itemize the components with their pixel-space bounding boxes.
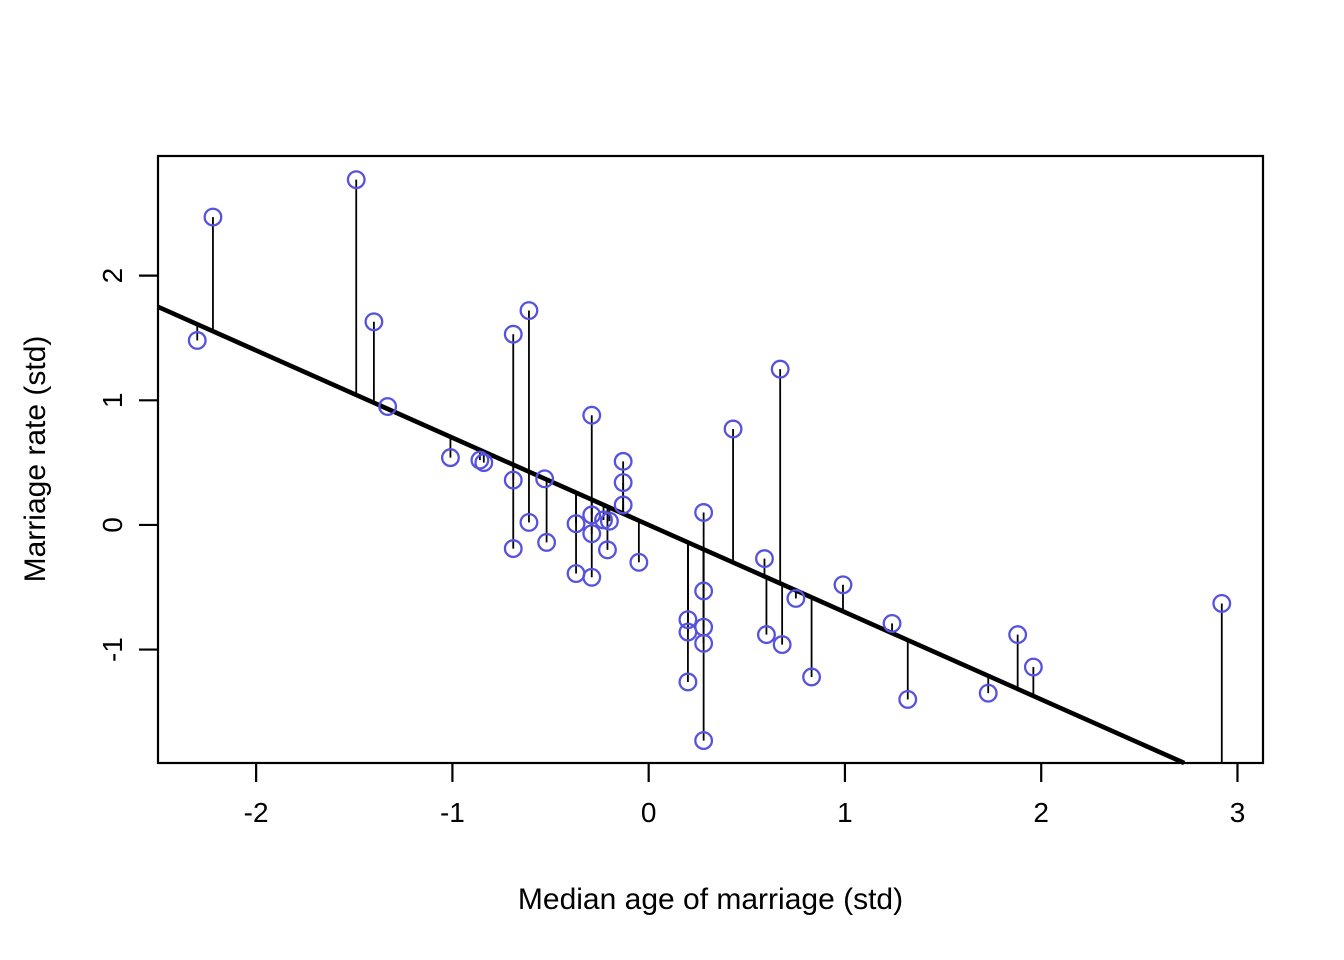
data-point [440,448,460,468]
data-point [786,589,806,608]
x-axis-title: Median age of marriage (std) [517,883,904,916]
data-point [678,610,698,630]
data-point [882,613,902,633]
data-point [474,453,494,473]
y-tick-label: 2 [97,268,128,284]
data-point [802,667,822,687]
data-point [537,532,557,552]
y-tick-label: 0 [97,517,128,533]
data-point [613,451,633,471]
data-point [694,633,714,653]
y-axis-title: Marriage rate (std) [19,335,52,583]
data-point [519,301,539,321]
data-point [629,552,649,572]
y-tick-label: -1 [97,637,128,662]
data-point [770,359,790,379]
data-point [694,731,714,751]
data-points-layer [187,170,1232,751]
data-point [203,207,223,227]
x-tick-label: 2 [1033,797,1049,828]
data-point [613,495,633,515]
data-point [833,575,853,595]
regression-line-layer [157,304,1186,766]
data-point [598,540,617,560]
plot-border [156,154,1265,765]
data-point [599,511,619,531]
axes-layer: -2 -1 0 1 2 3 -1 0 1 2 [97,154,1265,828]
data-point [364,312,384,332]
data-point [346,170,366,190]
data-point [582,567,602,587]
data-point [978,683,998,703]
data-point [535,469,555,489]
data-point [756,625,776,645]
data-point [1023,657,1043,677]
data-point [470,450,490,470]
data-point [898,689,918,709]
data-point [723,419,743,439]
x-tick-label: -2 [244,797,269,828]
data-point [503,324,523,344]
residuals-layer [196,179,1223,763]
data-point [519,512,539,532]
data-point [582,524,602,544]
data-point [582,505,602,525]
data-point [582,405,602,425]
x-tick-label: 1 [837,797,853,828]
data-point [503,539,523,559]
regression-line [157,304,1186,766]
data-point [378,397,398,416]
data-point [694,581,714,601]
y-tick-label: 1 [97,393,128,409]
data-point [566,514,586,534]
x-tick-label: 0 [641,797,657,828]
data-point [678,672,698,692]
data-point [503,470,523,490]
data-point [1212,594,1232,613]
data-point [613,473,633,493]
data-point [1008,625,1028,645]
x-tick-label: 3 [1230,797,1246,828]
data-point [772,635,792,655]
x-tick-label: -1 [440,797,465,828]
data-point [187,331,207,350]
data-point [755,549,774,569]
data-point [694,503,714,522]
